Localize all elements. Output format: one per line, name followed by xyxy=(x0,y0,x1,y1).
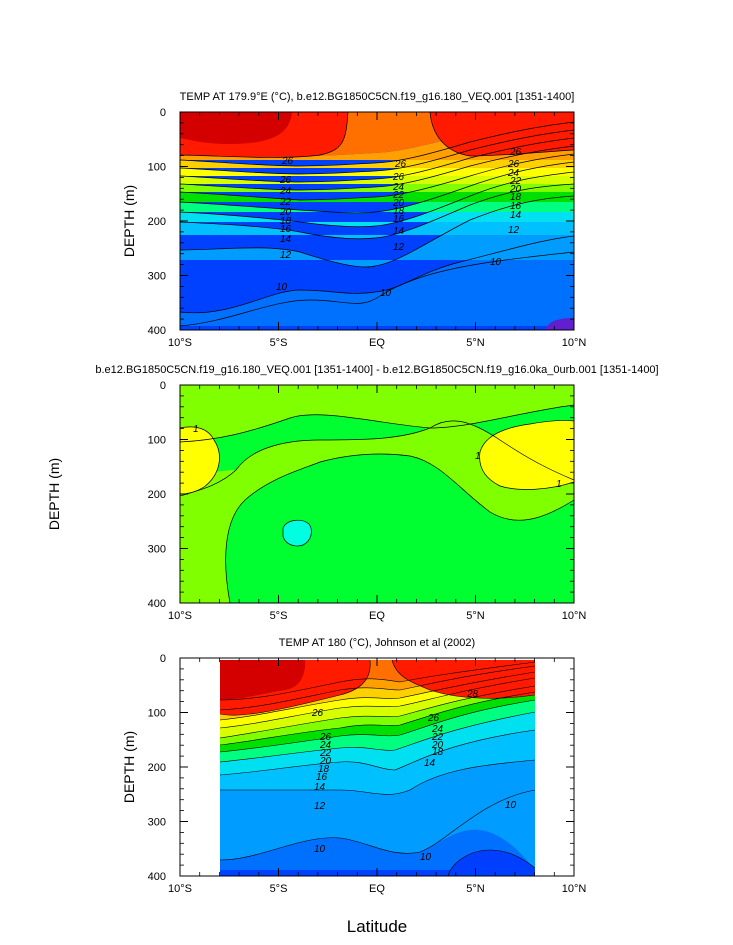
contour-label: 14 xyxy=(510,210,522,221)
x-tick-label: EQ xyxy=(369,337,385,349)
y-tick-label: 200 xyxy=(148,489,166,501)
contour-label: 20 xyxy=(392,198,405,209)
panel-1-axes: 10°S 5°S EQ 5°N 10°N 0 100 200 300 400 xyxy=(148,107,587,349)
contour-label: 12 xyxy=(393,242,405,253)
y-tick-label: 300 xyxy=(148,271,166,283)
x-tick-label: 5°S xyxy=(270,337,288,349)
contour-label: 26 xyxy=(509,147,522,158)
contour-label: 22 xyxy=(319,748,332,759)
panel-2-axes: 10°S 5°S EQ 5°N 10°N 0 100 200 300 400 xyxy=(148,380,587,622)
contour-label: 12 xyxy=(280,250,292,261)
contour-label: 26 xyxy=(281,156,294,167)
x-tick-label: 5°S xyxy=(270,610,288,622)
contour-label: 22 xyxy=(279,197,292,208)
panel-1-heatmap: 26 26 26 24 22 20 18 16 14 12 10 26 24 2… xyxy=(180,112,574,330)
y-tick-label: 0 xyxy=(160,107,166,119)
contour-label: 24 xyxy=(392,182,405,193)
contour-label: 1 xyxy=(556,479,562,490)
x-tick-label: 5°S xyxy=(270,883,288,895)
contour-label: 20 xyxy=(319,756,332,767)
contour-label: 16 xyxy=(510,201,522,212)
y-tick-label: 200 xyxy=(148,762,166,774)
y-tick-label: 200 xyxy=(148,216,166,228)
contour-label: 22 xyxy=(509,176,522,187)
y-tick-label: 400 xyxy=(148,598,166,610)
contour-label: 24 xyxy=(279,186,292,197)
contour-label: 22 xyxy=(392,190,405,201)
y-tick-label: 400 xyxy=(148,325,166,337)
contour-label: 10 xyxy=(505,800,517,811)
contour-label: 16 xyxy=(316,772,328,783)
y-tick-label: 100 xyxy=(148,435,166,447)
panel-3-axes: 10°S 5°S EQ 5°N 10°N 0 100 200 300 400 xyxy=(148,653,587,895)
contour-label: 18 xyxy=(393,206,405,217)
contour-label: 12 xyxy=(508,225,520,236)
contour-label: 26 xyxy=(311,708,324,719)
x-tick-label: 10°N xyxy=(562,610,587,622)
y-tick-label: 300 xyxy=(148,817,166,829)
contour-label: 20 xyxy=(509,184,522,195)
contour-label: 14 xyxy=(280,234,292,245)
contour-label: 12 xyxy=(314,801,326,812)
contour-label: 26 xyxy=(427,713,440,724)
contour-label: 26 xyxy=(394,159,407,170)
contour-label: 24 xyxy=(431,724,444,735)
contour-label: 16 xyxy=(280,224,292,235)
contour-label: 18 xyxy=(432,747,444,758)
contour-label: 14 xyxy=(393,226,405,237)
contour-label: 10 xyxy=(420,852,432,863)
x-tick-label: 5°N xyxy=(466,610,485,622)
contour-label: 14 xyxy=(314,782,326,793)
contour-label: 24 xyxy=(507,168,520,179)
panel-3-heatmap: 28 26 26 26 24 24 22 22 20 20 18 18 16 1… xyxy=(180,658,574,876)
contour-label: 1 xyxy=(475,451,481,462)
panel-3-title: TEMP AT 180 (°C), Johnson et al (2002) xyxy=(279,637,475,649)
contour-label: 26 xyxy=(507,159,520,170)
panel-1-ylabel: DEPTH (m) xyxy=(121,185,137,257)
x-tick-label: EQ xyxy=(369,883,385,895)
panel-2-title: b.e12.BG1850C5CN.f19_g16.180_VEQ.001 [13… xyxy=(95,364,658,376)
contour-label: 10 xyxy=(314,844,326,855)
x-tick-label: 5°N xyxy=(466,883,485,895)
contour-label: 14 xyxy=(424,758,436,769)
x-tick-label: 10°S xyxy=(168,337,192,349)
x-tick-label: 10°S xyxy=(168,610,192,622)
contour-label: 10 xyxy=(490,257,502,268)
contour-label: 18 xyxy=(280,216,292,227)
panel-2: b.e12.BG1850C5CN.f19_g16.180_VEQ.001 [13… xyxy=(46,364,659,622)
contour-label: 28 xyxy=(466,689,479,700)
contour-label: 18 xyxy=(318,764,330,775)
x-axis-label: Latitude xyxy=(347,917,408,936)
x-tick-label: 10°N xyxy=(562,337,587,349)
x-tick-label: 10°N xyxy=(562,883,587,895)
x-tick-label: 5°N xyxy=(466,337,485,349)
contour-label: 20 xyxy=(431,740,444,751)
contour-label: 20 xyxy=(279,207,292,218)
contour-label: 26 xyxy=(392,172,405,183)
contour-label: 10 xyxy=(276,282,288,293)
x-tick-label: EQ xyxy=(369,610,385,622)
panel-1: TEMP AT 179.9°E (°C), b.e12.BG1850C5CN.f… xyxy=(121,91,586,349)
contour-label: 16 xyxy=(393,214,405,225)
panel-1-title: TEMP AT 179.9°E (°C), b.e12.BG1850C5CN.f… xyxy=(180,91,575,103)
panel-2-ylabel: DEPTH (m) xyxy=(46,458,62,530)
panel-2-heatmap: 1 1 1 xyxy=(180,385,574,603)
contour-label: 1 xyxy=(193,424,199,435)
contour-label: 26 xyxy=(319,732,332,743)
panel-3: TEMP AT 180 (°C), Johnson et al (2002) xyxy=(121,637,586,895)
contour-label: 22 xyxy=(431,732,444,743)
y-tick-label: 300 xyxy=(148,544,166,556)
contour-label: 18 xyxy=(510,192,522,203)
y-tick-label: 100 xyxy=(148,162,166,174)
contour-label: 10 xyxy=(380,288,392,299)
contour-label: 24 xyxy=(319,740,332,751)
x-tick-label: 10°S xyxy=(168,883,192,895)
contour-label: 26 xyxy=(279,175,292,186)
y-tick-label: 0 xyxy=(160,653,166,665)
y-tick-label: 400 xyxy=(148,871,166,883)
panel-3-ylabel: DEPTH (m) xyxy=(121,731,137,803)
y-tick-label: 100 xyxy=(148,708,166,720)
y-tick-label: 0 xyxy=(160,380,166,392)
